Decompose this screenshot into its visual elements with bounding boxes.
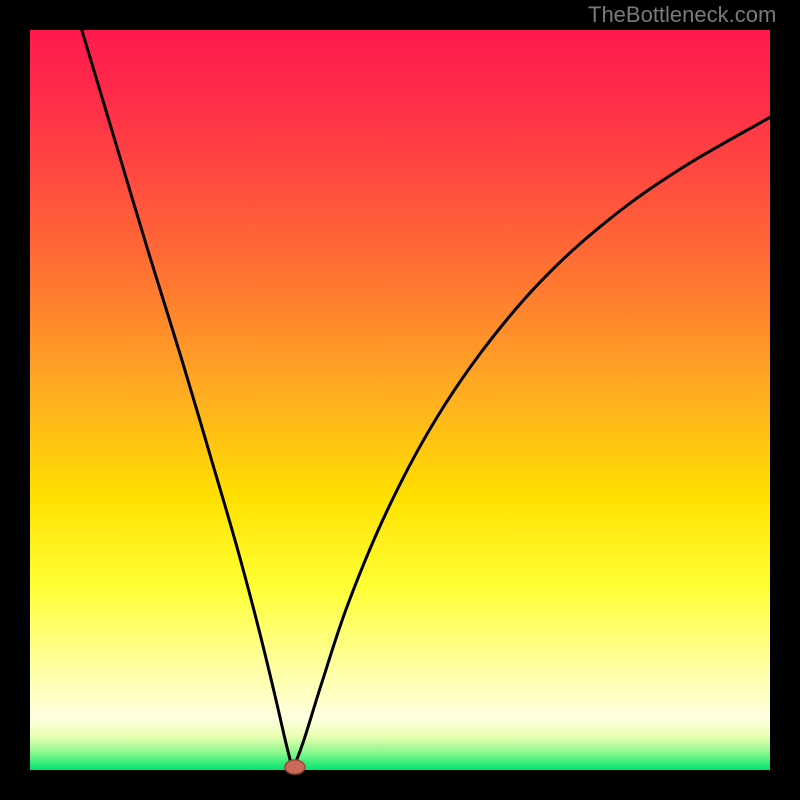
watermark-text: TheBottleneck.com [588, 2, 776, 28]
chart-svg [30, 30, 770, 770]
chart-plot-area [30, 30, 770, 770]
apex-marker [285, 760, 305, 774]
chart-background-gradient [30, 30, 770, 770]
